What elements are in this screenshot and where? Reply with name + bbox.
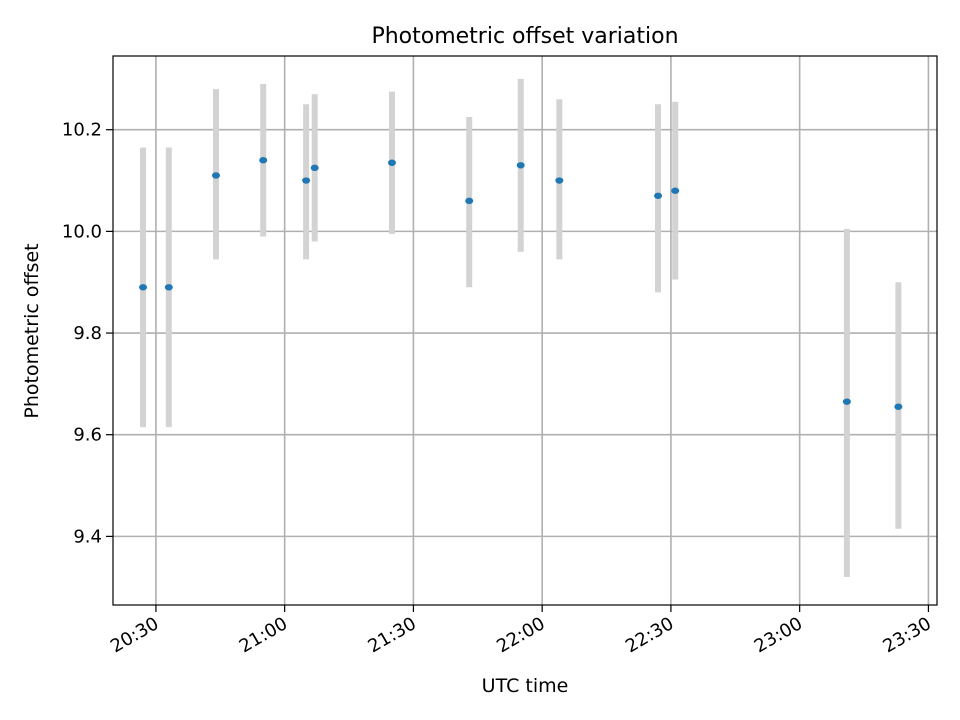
y-tick-label: 9.4 <box>73 526 102 547</box>
y-tick-label: 10.0 <box>62 221 102 242</box>
y-ticks: 9.4 9.6 9.8 10.0 10.2 <box>62 120 113 547</box>
data-point <box>259 157 268 164</box>
y-axis-label: Photometric offset <box>21 243 43 418</box>
data-point <box>164 284 173 291</box>
data-point <box>654 192 663 199</box>
data-point <box>302 177 311 184</box>
chart-title: Photometric offset variation <box>371 24 678 49</box>
data-point <box>842 398 851 405</box>
y-tick-label: 9.6 <box>73 425 102 446</box>
plot-area <box>113 56 937 605</box>
data-point <box>212 172 220 179</box>
x-axis-label: UTC time <box>482 675 569 697</box>
axes-frame <box>112 55 938 606</box>
data-point <box>310 164 319 172</box>
data-point <box>139 284 148 291</box>
data-point <box>671 187 680 194</box>
grid <box>113 56 937 605</box>
data-points <box>139 157 903 410</box>
data-point <box>894 403 903 410</box>
y-tick-label: 9.8 <box>73 323 102 344</box>
data-point <box>555 177 564 184</box>
data-point <box>387 159 396 166</box>
data-point <box>516 162 525 169</box>
y-tick-label: 10.2 <box>62 120 102 141</box>
data-point <box>465 197 474 205</box>
